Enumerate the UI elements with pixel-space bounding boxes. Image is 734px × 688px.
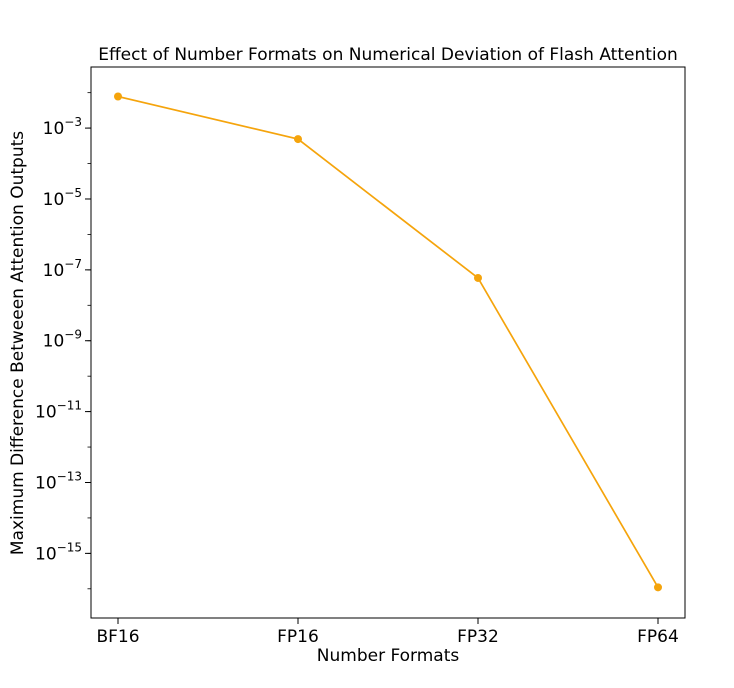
- y-tick-label: 10−9: [43, 328, 82, 352]
- data-point-fp16: [294, 135, 302, 144]
- x-tick-label-fp16: FP16: [277, 627, 319, 647]
- x-tick-label-fp64: FP64: [637, 627, 679, 647]
- data-point-bf16: [114, 92, 122, 101]
- plot-area: [90, 66, 686, 619]
- y-tick-label: 10−15: [35, 540, 82, 564]
- x-axis-label: Number Formats: [317, 646, 460, 666]
- chart-title: Effect of Number Formats on Numerical De…: [98, 45, 678, 65]
- y-axis: 10−3 10−5 10−7 10−9 10−11 10−13 10−15: [35, 92, 91, 590]
- x-tick-label-bf16: BF16: [96, 627, 139, 647]
- y-tick-label: 10−3: [43, 115, 82, 139]
- x-axis: BF16 FP16 FP32 FP64: [96, 618, 679, 647]
- data-point-fp32: [474, 273, 482, 282]
- y-tick-label: 10−5: [43, 186, 82, 210]
- data-point-fp64: [654, 583, 662, 592]
- y-tick-label: 10−13: [35, 469, 82, 493]
- y-tick-label: 10−11: [35, 399, 82, 423]
- plot-frame: [90, 66, 686, 619]
- y-tick-label: 10−7: [43, 257, 82, 281]
- x-tick-label-fp32: FP32: [457, 627, 499, 647]
- series-line: [117, 95, 659, 588]
- y-axis-label: Maximum Difference Betweeen Attention Ou…: [8, 131, 28, 555]
